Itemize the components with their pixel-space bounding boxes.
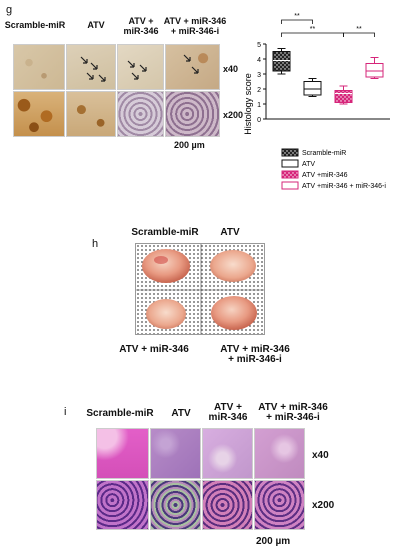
- h-top-label-1: Scramble-miR: [131, 227, 199, 238]
- y-axis-label: Histology score: [243, 73, 253, 135]
- box-iqr: [303, 81, 322, 96]
- i-col-header-1: Scramble-miR: [86, 408, 154, 419]
- histology-box-chart: Histology score 0 1 2 3 4 5 ** ** ** Scramble-m…: [243, 13, 390, 190]
- legend-swatch: [281, 170, 299, 179]
- y-tick-label: 3: [257, 72, 261, 79]
- h-top-label-2: ATV: [220, 227, 240, 238]
- box-iqr: [272, 51, 291, 72]
- i-row-label-x40: x40: [312, 450, 329, 461]
- g-micrograph-x200-2: [66, 91, 116, 137]
- g-micrograph-x40-2: [66, 44, 116, 90]
- significance-label: **: [356, 26, 362, 33]
- legend-swatch: [281, 181, 299, 190]
- g-micrograph-x200-4: [165, 91, 220, 137]
- y-tick-label: 0: [257, 117, 261, 124]
- i-scale-label: 200 µm: [256, 536, 291, 547]
- box-4: [365, 57, 384, 79]
- i-row-label-x200: x200: [312, 500, 335, 511]
- g-col-header-4: ATV + miR-346 + miR-346-i: [163, 16, 227, 36]
- i-micrograph-x200-2: [150, 480, 201, 530]
- i-micrograph-x200-4: [254, 480, 305, 530]
- box-3: [334, 85, 353, 105]
- i-col-header-2: ATV: [171, 408, 191, 419]
- significance-label: **: [294, 13, 300, 20]
- i-col-header-4: ATV + miR-346 + miR-346-i: [258, 402, 328, 423]
- i-col-header-3: ATV + miR-346: [208, 402, 248, 423]
- significance-bracket: [343, 32, 375, 37]
- box-iqr: [365, 63, 384, 78]
- panel-i-letter: i: [64, 406, 67, 418]
- y-tick-label: 4: [257, 57, 261, 64]
- g-scale-label: 200 µm: [174, 140, 205, 150]
- significance-bracket: [281, 32, 344, 37]
- legend-label: Scramble-miR: [302, 150, 346, 157]
- g-col-header-1: Scramble-miR: [4, 20, 66, 30]
- g-row-label-x40: x40: [223, 64, 239, 74]
- significance-bracket: [281, 19, 313, 24]
- box-1: [272, 48, 291, 75]
- significance-label: **: [310, 26, 316, 33]
- g-col-header-3: ATV + miR-346: [123, 16, 159, 36]
- g-micrograph-x200-1: [13, 91, 65, 137]
- legend-swatch: [281, 159, 299, 168]
- arrow-icons: [80, 56, 106, 82]
- g-micrograph-x200-3: [117, 91, 164, 137]
- i-micrograph-x40-1: [96, 428, 149, 479]
- i-micrograph-x40-4: [254, 428, 305, 479]
- box-2: [303, 78, 322, 97]
- box-iqr: [334, 90, 353, 103]
- g-micrograph-x40-1: [13, 44, 65, 90]
- y-tick-label: 2: [257, 87, 261, 94]
- g-micrograph-x40-4: [165, 44, 220, 90]
- legend-label: ATV +miR-346 + miR-346-i: [302, 183, 386, 190]
- h-specimen-photo: [135, 243, 265, 335]
- i-micrograph-x40-3: [202, 428, 253, 479]
- i-micrograph-x200-3: [202, 480, 253, 530]
- arrow-icons: [183, 54, 199, 74]
- panel-g-letter: g: [6, 4, 13, 16]
- legend-label: ATV +miR-346: [302, 172, 348, 179]
- h-bottom-label-1: ATV + miR-346: [119, 344, 189, 355]
- i-micrograph-x40-2: [150, 428, 201, 479]
- panel-h-letter: h: [92, 238, 99, 250]
- g-micrograph-x40-3: [117, 44, 164, 90]
- legend-label: ATV: [302, 161, 315, 168]
- g-row-label-x200: x200: [223, 110, 244, 120]
- tumor-specimens: [136, 244, 264, 334]
- g-col-header-2: ATV: [87, 20, 105, 30]
- arrow-icons: [127, 60, 147, 80]
- i-micrograph-x200-1: [96, 480, 149, 530]
- y-tick-label: 5: [257, 42, 261, 49]
- h-bottom-label-2: ATV + miR-346 + miR-346-i: [220, 344, 290, 365]
- y-tick-label: 1: [257, 102, 261, 109]
- legend-swatch: [281, 148, 299, 157]
